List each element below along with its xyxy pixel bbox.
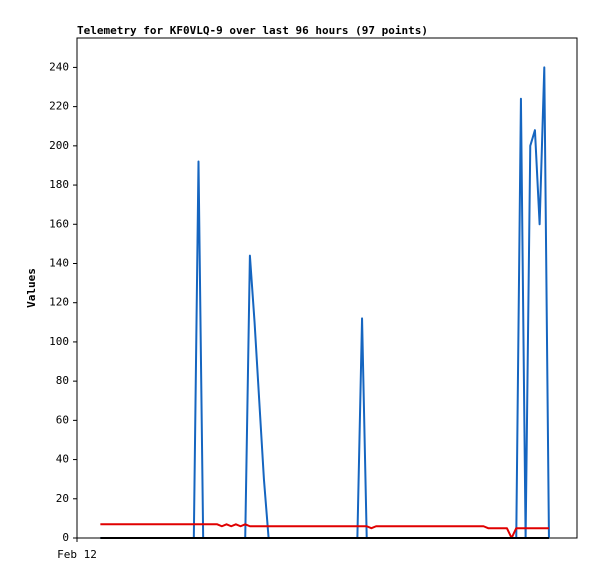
y-tick-label: 0 xyxy=(62,531,69,544)
y-tick-label: 180 xyxy=(49,178,69,191)
y-tick-label: 100 xyxy=(49,335,69,348)
chart-title: Telemetry for KF0VLQ-9 over last 96 hour… xyxy=(77,24,428,37)
series-line xyxy=(100,523,549,539)
y-tick-label: 120 xyxy=(49,296,69,309)
y-tick-label: 240 xyxy=(49,60,69,73)
y-tick-label: 140 xyxy=(49,256,69,269)
y-tick-label: 80 xyxy=(56,374,69,387)
y-tick-label: 160 xyxy=(49,217,69,230)
y-tick-label: 220 xyxy=(49,100,69,113)
x-tick-label: Feb 12 xyxy=(57,548,97,561)
y-tick-label: 60 xyxy=(56,413,69,426)
y-tick-label: 200 xyxy=(49,139,69,152)
y-axis-label: Values xyxy=(25,268,38,308)
y-tick-label: 40 xyxy=(56,453,69,466)
y-tick-label: 20 xyxy=(56,492,69,505)
